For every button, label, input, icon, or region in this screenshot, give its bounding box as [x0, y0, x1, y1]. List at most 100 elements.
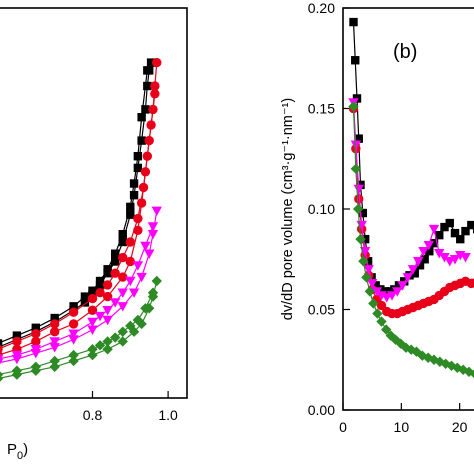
panel-a-point: [117, 302, 128, 312]
panel-b-y-tick-label: 0.00: [308, 402, 335, 418]
panel-b-point: [348, 101, 359, 112]
panel-b-point: [354, 134, 363, 143]
panel-a-point: [68, 349, 79, 361]
panel-b-point: [371, 281, 380, 290]
panel-b-point: [386, 291, 398, 301]
panel-a-point: [50, 327, 60, 337]
panel-a-point: [133, 152, 143, 161]
panel-b-point: [425, 247, 434, 256]
panel-a-point: [109, 332, 121, 343]
panel-a-point: [133, 213, 143, 224]
panel-a-point: [117, 288, 128, 298]
panel-a-point: [80, 292, 90, 301]
panel-a-point: [118, 272, 128, 282]
panel-a-point: [147, 222, 159, 232]
panel-a-point: [88, 286, 97, 295]
panel-a-point: [49, 361, 60, 372]
panel-a-point: [0, 344, 3, 354]
panel-b-point: [407, 265, 419, 275]
panel-b-point: [423, 240, 434, 251]
panel-a-point: [136, 198, 147, 208]
panel-b-point: [353, 184, 364, 195]
panel-a-point: [87, 317, 98, 328]
panel-b-y-tick-label: 0.15: [308, 101, 335, 117]
panel-b-point: [366, 279, 378, 289]
panel-b-point: [450, 228, 460, 238]
panel-a-point: [69, 302, 78, 311]
panel-a-point: [150, 89, 160, 99]
panel-a-point: [128, 288, 140, 298]
panel-a-point: [103, 265, 112, 274]
panel-a-point: [110, 249, 120, 258]
panel-a-point: [133, 163, 143, 173]
panel-b-point: [392, 287, 403, 297]
panel-a-chart: 0.8 1.0 P0): [0, 7, 188, 462]
panel-a-point: [94, 340, 106, 351]
panel-a-point: [129, 191, 139, 200]
panel-b-point: [402, 273, 413, 283]
panel-a-point: [68, 335, 79, 345]
panel-b-point: [361, 272, 372, 283]
panel-a-point: [68, 319, 79, 329]
panel-a-point: [148, 104, 158, 115]
panel-a-point: [125, 276, 136, 287]
panel-a-point: [11, 350, 23, 361]
panel-b-point: [460, 253, 471, 263]
panel-a-x-tick-label: 1.0: [158, 407, 178, 423]
panel-a-series-1: [0, 57, 162, 360]
panel-a-point: [142, 151, 153, 161]
panel-a-point: [0, 371, 4, 378]
panel-a-point: [0, 339, 3, 348]
panel-a-point: [146, 120, 156, 130]
panel-a-point: [117, 326, 128, 337]
panel-b-point: [461, 226, 470, 236]
panel-a-point: [118, 252, 128, 263]
panel-a-point: [110, 257, 120, 266]
panel-a-point: [102, 291, 113, 302]
panel-b-series: [348, 17, 474, 379]
panel-a-point: [87, 349, 98, 361]
panel-b-point: [376, 316, 387, 327]
panel-a-point: [102, 306, 113, 316]
panel-b-y-tick-label: 0.05: [308, 302, 335, 318]
panel-a-point: [137, 113, 146, 122]
panel-b-y-tick-label: 0.20: [308, 0, 335, 16]
panel-b-series-2: [348, 98, 471, 303]
panel-a-x-tick-label: 0.8: [83, 407, 103, 423]
panel-a-point: [87, 305, 98, 315]
panel-b-point: [349, 17, 358, 27]
panel-a-point: [143, 81, 152, 91]
panel-b-point: [397, 281, 408, 291]
panel-b-point: [413, 257, 424, 267]
panel-a-point: [126, 210, 135, 219]
panel-a-x-axis-label: P0): [7, 441, 28, 462]
panel-a-point: [110, 268, 120, 278]
panel-a-point: [125, 237, 135, 247]
panel-a-point: [31, 328, 41, 339]
panel-b-point: [372, 308, 383, 319]
panel-a-point: [137, 136, 146, 145]
panel-a-point: [49, 355, 60, 367]
panel-b-point: [352, 203, 364, 215]
panel-b-point: [358, 208, 368, 218]
panel-a-point: [50, 319, 60, 329]
panel-a-point: [141, 105, 150, 114]
panel-b-point: [354, 194, 364, 204]
panel-a-point: [132, 261, 144, 271]
panel-a-series-3: [0, 275, 162, 382]
panel-a-point: [140, 241, 151, 252]
panel-b-point: [440, 222, 449, 232]
panel-a-point: [49, 343, 60, 353]
panel-b-point: [429, 238, 439, 248]
panel-b-point: [420, 255, 429, 264]
panel-a-point: [117, 336, 128, 347]
panel-b-point: [418, 247, 429, 257]
panel-a-point: [87, 293, 98, 304]
panel-a-point: [102, 280, 113, 290]
panel-b-x-tick-label: 0: [339, 419, 347, 435]
panel-b-point: [363, 265, 374, 275]
panel-a-series-0: [0, 58, 156, 352]
panel-b-axis-ticks: 0.00 0.05 0.10 0.15 0.20 0 10 20: [308, 0, 468, 435]
panel-a-point: [102, 315, 113, 326]
